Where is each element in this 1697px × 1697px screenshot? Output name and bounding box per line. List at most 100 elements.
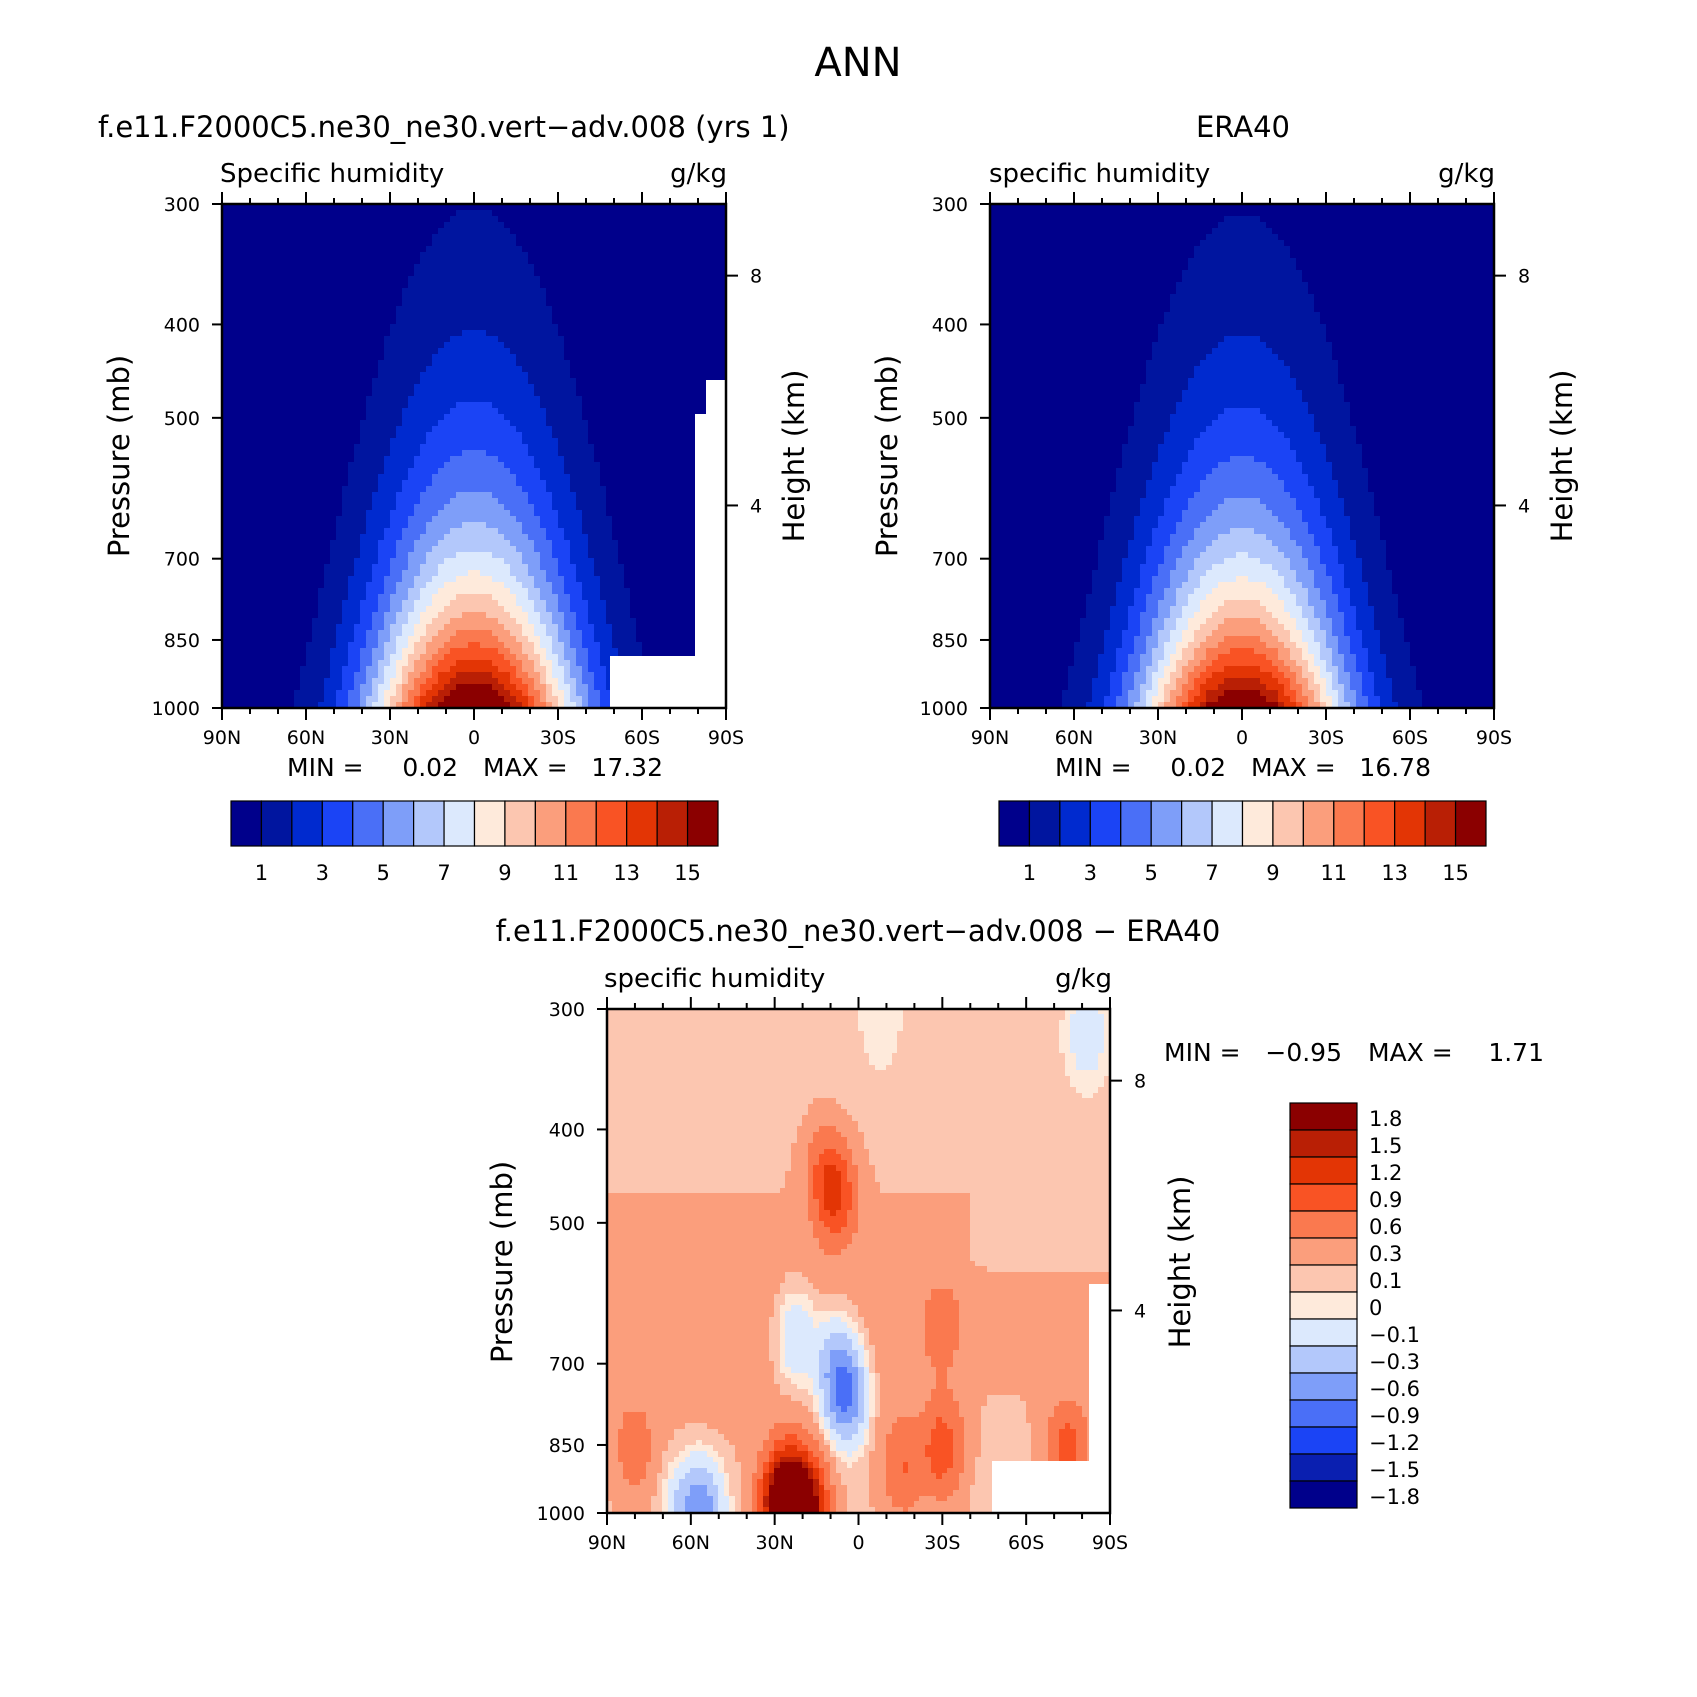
field-cell <box>612 528 619 535</box>
panel-model-title: f.e11.F2000C5.ne30_ne30.vert−adv.008 (yr… <box>98 110 790 144</box>
field-cell <box>690 252 697 259</box>
field-cell <box>528 312 535 319</box>
field-cell <box>654 312 661 319</box>
field-cell <box>522 546 529 553</box>
field-cell <box>648 402 655 409</box>
field-cell <box>240 462 247 469</box>
field-cell <box>504 462 511 469</box>
field-cell <box>654 492 661 499</box>
field-cell <box>420 348 427 355</box>
field-cell <box>690 264 697 271</box>
field-cell <box>594 252 601 259</box>
field-cell <box>546 528 553 535</box>
field-cell <box>666 450 673 457</box>
field-cell <box>468 306 475 313</box>
field-cell <box>558 534 565 541</box>
field-cell <box>444 264 451 271</box>
field-cell <box>360 486 367 493</box>
field-cell <box>534 552 541 559</box>
field-cell <box>294 252 301 259</box>
field-cell <box>666 408 673 415</box>
field-cell <box>546 540 553 547</box>
field-cell <box>432 312 439 319</box>
field-cell <box>276 558 283 565</box>
field-cell <box>432 402 439 409</box>
field-cell <box>510 354 517 361</box>
field-cell <box>372 504 379 511</box>
field-cell <box>492 264 499 271</box>
field-cell <box>234 510 241 517</box>
field-cell <box>396 396 403 403</box>
field-cell <box>396 480 403 487</box>
field-cell <box>636 534 643 541</box>
field-cell <box>714 300 721 307</box>
field-cell <box>654 510 661 517</box>
field-cell <box>522 228 529 235</box>
field-cell <box>684 246 691 253</box>
field-cell <box>528 468 535 475</box>
field-cell <box>432 366 439 373</box>
field-cell <box>666 474 673 481</box>
field-cell <box>636 348 643 355</box>
field-cell <box>390 474 397 481</box>
field-cell <box>402 480 409 487</box>
field-cell <box>594 486 601 493</box>
field-cell <box>420 270 427 277</box>
field-cell <box>558 282 565 289</box>
field-cell <box>372 468 379 475</box>
field-cell <box>660 330 667 337</box>
field-cell <box>426 456 433 463</box>
field-cell <box>414 498 421 505</box>
field-cell <box>690 300 697 307</box>
field-cell <box>390 396 397 403</box>
field-cell <box>480 204 487 211</box>
field-cell <box>678 324 685 331</box>
field-cell <box>276 528 283 535</box>
field-cell <box>588 474 595 481</box>
field-cell <box>300 516 307 523</box>
field-cell <box>270 366 277 373</box>
field-cell <box>396 222 403 229</box>
field-cell <box>654 390 661 397</box>
field-cell <box>306 468 313 475</box>
field-cell <box>498 462 505 469</box>
field-cell <box>498 486 505 493</box>
field-cell <box>642 294 649 301</box>
field-cell <box>366 330 373 337</box>
field-cell <box>456 408 463 415</box>
field-cell <box>660 444 667 451</box>
field-cell <box>612 534 619 541</box>
field-cell <box>666 486 673 493</box>
field-cell <box>282 510 289 517</box>
field-cell <box>528 216 535 223</box>
field-cell <box>468 210 475 217</box>
field-cell <box>642 228 649 235</box>
field-cell <box>630 258 637 265</box>
field-cell <box>444 288 451 295</box>
field-cell <box>342 246 349 253</box>
field-cell <box>690 282 697 289</box>
field-cell <box>402 462 409 469</box>
field-cell <box>264 306 271 313</box>
field-cell <box>618 498 625 505</box>
field-cell <box>414 426 421 433</box>
field-cell <box>522 552 529 559</box>
field-cell <box>342 456 349 463</box>
field-cell <box>348 294 355 301</box>
field-cell <box>618 492 625 499</box>
field-cell <box>438 426 445 433</box>
field-cell <box>642 420 649 427</box>
field-cell <box>222 456 229 463</box>
field-cell <box>654 432 661 439</box>
field-cell <box>462 384 469 391</box>
field-cell <box>690 366 697 373</box>
field-cell <box>702 264 709 271</box>
field-cell <box>474 486 481 493</box>
field-cell <box>672 390 679 397</box>
field-cell <box>612 462 619 469</box>
field-cell <box>564 474 571 481</box>
field-cell <box>702 270 709 277</box>
field-cell <box>336 234 343 241</box>
field-cell <box>624 264 631 271</box>
field-cell <box>498 372 505 379</box>
